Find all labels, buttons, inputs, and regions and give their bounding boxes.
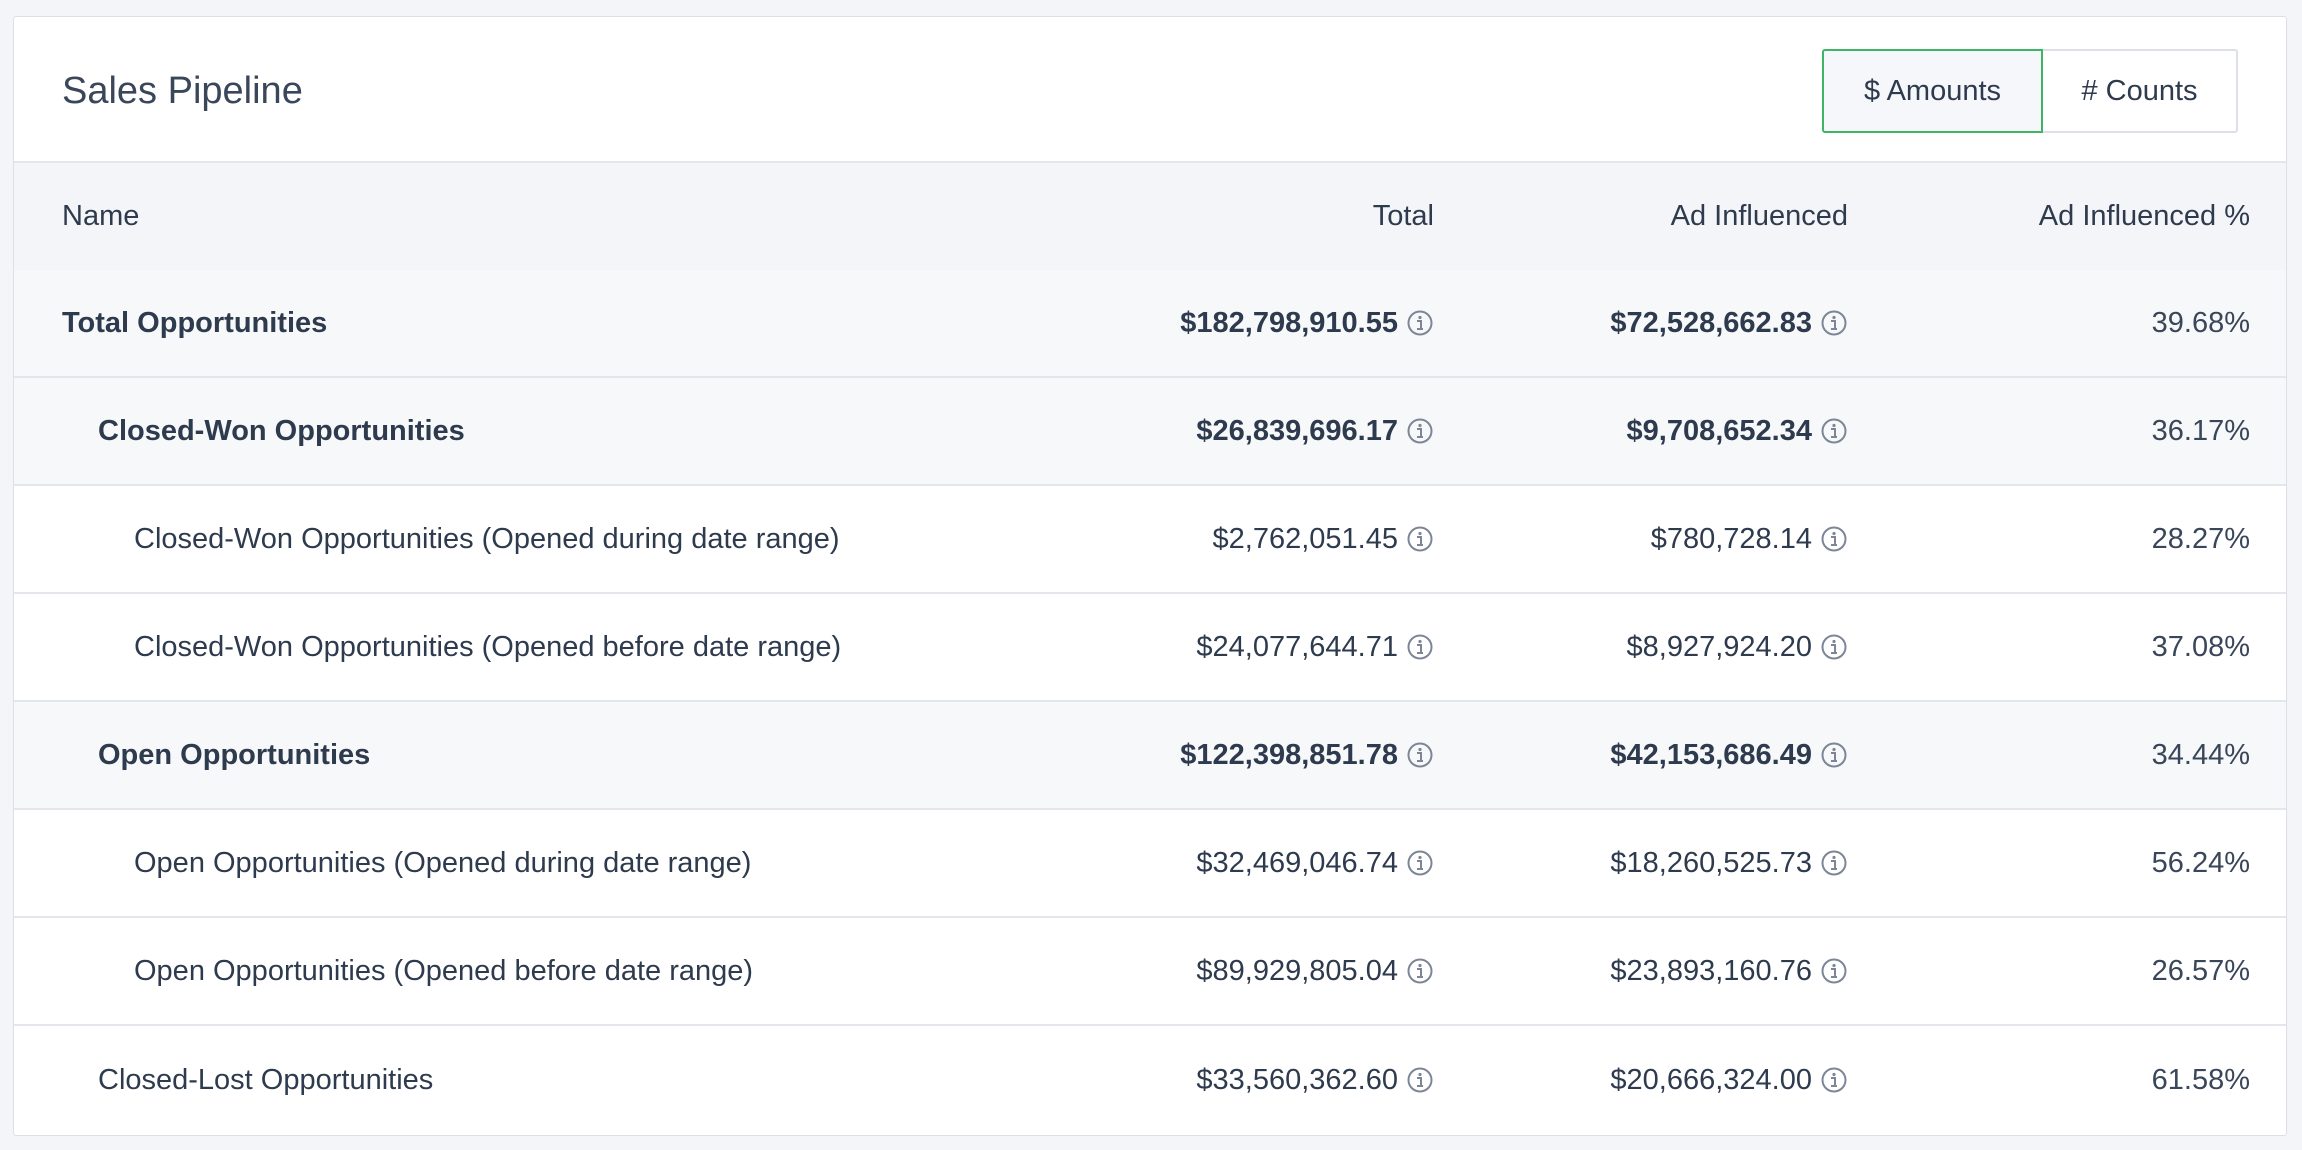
info-icon[interactable] [1406, 1066, 1434, 1094]
info-icon[interactable] [1820, 309, 1848, 337]
info-icon[interactable] [1406, 849, 1434, 877]
row-ad-cell: $780,728.14 [1434, 523, 1848, 556]
row-name: Total Opportunities [62, 306, 328, 339]
row-ad-cell: $72,528,662.83 [1434, 307, 1848, 340]
row-pct: 56.24% [2151, 846, 2250, 879]
row-total-value: $26,839,696.17 [1196, 414, 1398, 447]
row-name: Closed-Lost Opportunities [98, 1063, 434, 1096]
row-pct: 39.68% [2151, 306, 2250, 339]
row-total-cell: $122,398,851.78 [894, 739, 1434, 772]
row-total-cell: $182,798,910.55 [894, 307, 1434, 340]
table-row-total-opportunities: Total Opportunities $182,798,910.55 $72,… [14, 270, 2286, 378]
table-row-open-before: Open Opportunities (Opened before date r… [14, 918, 2286, 1026]
table-row-closed-lost: Closed-Lost Opportunities $33,560,362.60… [14, 1026, 2286, 1134]
row-name: Closed-Won Opportunities (Opened before … [134, 630, 842, 663]
row-name: Open Opportunities (Opened during date r… [134, 846, 752, 879]
row-ad-cell: $8,927,924.20 [1434, 631, 1848, 664]
row-total-cell: $24,077,644.71 [894, 631, 1434, 664]
row-pct: 26.57% [2151, 954, 2250, 987]
info-icon[interactable] [1406, 633, 1434, 661]
row-pct: 28.27% [2151, 522, 2250, 555]
row-total-cell: $32,469,046.74 [894, 847, 1434, 880]
row-ad-value: $780,728.14 [1650, 522, 1812, 555]
row-name: Closed-Won Opportunities [98, 414, 465, 447]
info-icon[interactable] [1820, 741, 1848, 769]
row-ad-value: $23,893,160.76 [1610, 954, 1812, 987]
row-ad-value: $18,260,525.73 [1610, 846, 1812, 879]
page-title: Sales Pipeline [62, 70, 303, 112]
row-ad-value: $42,153,686.49 [1610, 738, 1812, 771]
row-total-cell: $33,560,362.60 [894, 1064, 1434, 1097]
row-ad-cell: $20,666,324.00 [1434, 1064, 1848, 1097]
column-header-name[interactable]: Name [62, 200, 140, 232]
info-icon[interactable] [1820, 633, 1848, 661]
counts-toggle-button[interactable]: # Counts [2043, 49, 2238, 133]
row-pct: 36.17% [2151, 414, 2250, 447]
table-row-open-opportunities: Open Opportunities $122,398,851.78 $42,1… [14, 702, 2286, 810]
row-ad-cell: $9,708,652.34 [1434, 415, 1848, 448]
table-header-row: Name Total Ad Influenced Ad Influenced % [14, 163, 2286, 270]
row-pct: 61.58% [2151, 1063, 2250, 1096]
column-header-ad-influenced-pct[interactable]: Ad Influenced % [2038, 200, 2250, 232]
row-name: Open Opportunities (Opened before date r… [134, 954, 754, 987]
row-ad-cell: $18,260,525.73 [1434, 847, 1848, 880]
column-header-total[interactable]: Total [1372, 200, 1434, 232]
info-icon[interactable] [1406, 741, 1434, 769]
info-icon[interactable] [1820, 525, 1848, 553]
row-total-cell: $89,929,805.04 [894, 955, 1434, 988]
row-pct: 34.44% [2151, 738, 2250, 771]
sales-pipeline-card: Sales Pipeline $ Amounts # Counts Name T… [13, 16, 2287, 1136]
row-total-value: $2,762,051.45 [1212, 522, 1398, 555]
row-ad-value: $20,666,324.00 [1610, 1063, 1812, 1096]
info-icon[interactable] [1820, 417, 1848, 445]
info-icon[interactable] [1820, 1066, 1848, 1094]
info-icon[interactable] [1820, 849, 1848, 877]
row-total-cell: $2,762,051.45 [894, 523, 1434, 556]
info-icon[interactable] [1406, 957, 1434, 985]
table-row-closed-won: Closed-Won Opportunities $26,839,696.17 … [14, 378, 2286, 486]
row-total-value: $32,469,046.74 [1196, 846, 1398, 879]
info-icon[interactable] [1406, 417, 1434, 445]
row-ad-value: $8,927,924.20 [1626, 630, 1812, 663]
column-header-ad-influenced[interactable]: Ad Influenced [1670, 200, 1848, 232]
row-ad-cell: $42,153,686.49 [1434, 739, 1848, 772]
row-total-cell: $26,839,696.17 [894, 415, 1434, 448]
row-total-value: $24,077,644.71 [1196, 630, 1398, 663]
row-ad-value: $72,528,662.83 [1610, 306, 1812, 339]
card-header: Sales Pipeline $ Amounts # Counts [14, 17, 2286, 163]
row-name: Open Opportunities [98, 738, 371, 771]
amounts-toggle-button[interactable]: $ Amounts [1822, 49, 2043, 133]
table-row-open-during: Open Opportunities (Opened during date r… [14, 810, 2286, 918]
row-ad-cell: $23,893,160.76 [1434, 955, 1848, 988]
view-toggle-group: $ Amounts # Counts [1822, 49, 2238, 133]
row-name: Closed-Won Opportunities (Opened during … [134, 522, 840, 555]
row-pct: 37.08% [2151, 630, 2250, 663]
row-total-value: $122,398,851.78 [1180, 738, 1398, 771]
table-row-closed-won-before: Closed-Won Opportunities (Opened before … [14, 594, 2286, 702]
info-icon[interactable] [1406, 309, 1434, 337]
info-icon[interactable] [1820, 957, 1848, 985]
row-ad-value: $9,708,652.34 [1626, 414, 1812, 447]
row-total-value: $182,798,910.55 [1180, 306, 1398, 339]
row-total-value: $33,560,362.60 [1196, 1063, 1398, 1096]
info-icon[interactable] [1406, 525, 1434, 553]
table-row-closed-won-during: Closed-Won Opportunities (Opened during … [14, 486, 2286, 594]
row-total-value: $89,929,805.04 [1196, 954, 1398, 987]
